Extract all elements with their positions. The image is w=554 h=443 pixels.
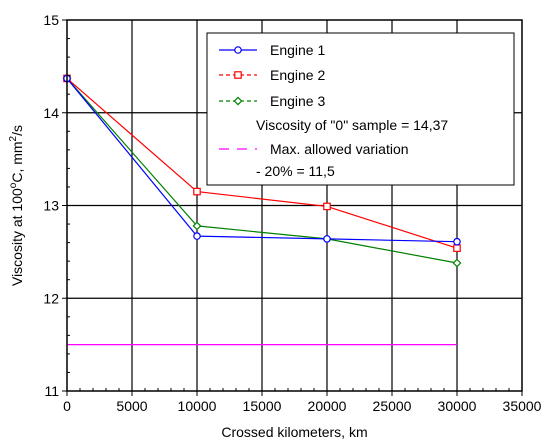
legend-marker bbox=[233, 96, 243, 106]
legend-marker bbox=[234, 46, 242, 54]
y-axis-title-sup: 2 bbox=[8, 135, 19, 141]
x-tick-label: 30000 bbox=[438, 398, 477, 414]
x-axis-ticks: 0 5000 10000 15000 20000 25000 30000 35000 bbox=[63, 388, 542, 414]
data-point bbox=[452, 258, 462, 268]
y-tick-label: 12 bbox=[43, 290, 59, 306]
legend-zero-sample-note: Viscosity of "0" sample = 14,37 bbox=[256, 117, 448, 133]
y-axis-title-main: Viscosity at 100 bbox=[9, 188, 25, 286]
data-point bbox=[323, 202, 331, 211]
data-point bbox=[323, 235, 331, 243]
legend-label: Engine 2 bbox=[270, 67, 325, 83]
series-engine-1 bbox=[63, 74, 461, 246]
x-tick-label: 25000 bbox=[373, 398, 412, 414]
y-axis-title-unit: C, mm bbox=[9, 141, 25, 182]
legend-variation-note: - 20% = 11,5 bbox=[256, 163, 335, 179]
y-tick-label: 15 bbox=[43, 12, 59, 28]
legend-label: Engine 1 bbox=[270, 42, 325, 58]
legend-entries: Engine 1 Engine 2 Engine 3 Max. allowed var… bbox=[219, 42, 409, 157]
x-tick-label: 15000 bbox=[243, 398, 282, 414]
legend-entry: Engine 1 bbox=[219, 42, 325, 58]
data-point bbox=[193, 187, 201, 196]
legend-entry: Max. allowed variation bbox=[219, 141, 409, 157]
y-tick-label: 13 bbox=[43, 198, 59, 214]
series-line bbox=[66, 78, 458, 243]
legend: Engine 1 Engine 2 Engine 3 Max. allowed var… bbox=[206, 32, 515, 186]
y-axis-title: Viscosity at 100oC, mm2/s bbox=[8, 125, 25, 286]
legend-entry: Engine 2 bbox=[219, 67, 325, 83]
data-point bbox=[453, 244, 461, 252]
data-point bbox=[453, 237, 461, 246]
x-tick-label: 20000 bbox=[308, 398, 347, 414]
data-point bbox=[192, 221, 202, 231]
series-line bbox=[66, 78, 458, 264]
legend-box bbox=[206, 32, 515, 186]
legend-label: Engine 3 bbox=[270, 93, 325, 109]
y-axis-ticks: 11 12 13 14 15 bbox=[43, 12, 70, 399]
x-tick-label: 35000 bbox=[503, 398, 542, 414]
legend-label: Max. allowed variation bbox=[270, 141, 409, 157]
y-axis-title-tail: /s bbox=[9, 125, 25, 136]
legend-marker bbox=[234, 71, 242, 79]
y-axis-title-degree: o bbox=[8, 182, 19, 188]
data-point bbox=[193, 232, 201, 240]
y-tick-label: 14 bbox=[43, 105, 59, 121]
y-tick-label: 11 bbox=[44, 383, 59, 399]
series-line bbox=[66, 77, 458, 249]
x-tick-label: 5000 bbox=[116, 398, 147, 414]
x-axis-title: Crossed kilometers, km bbox=[221, 424, 367, 440]
x-tick-label: 10000 bbox=[178, 398, 217, 414]
legend-entry: Engine 3 bbox=[219, 93, 325, 109]
x-tick-label: 0 bbox=[63, 398, 71, 414]
